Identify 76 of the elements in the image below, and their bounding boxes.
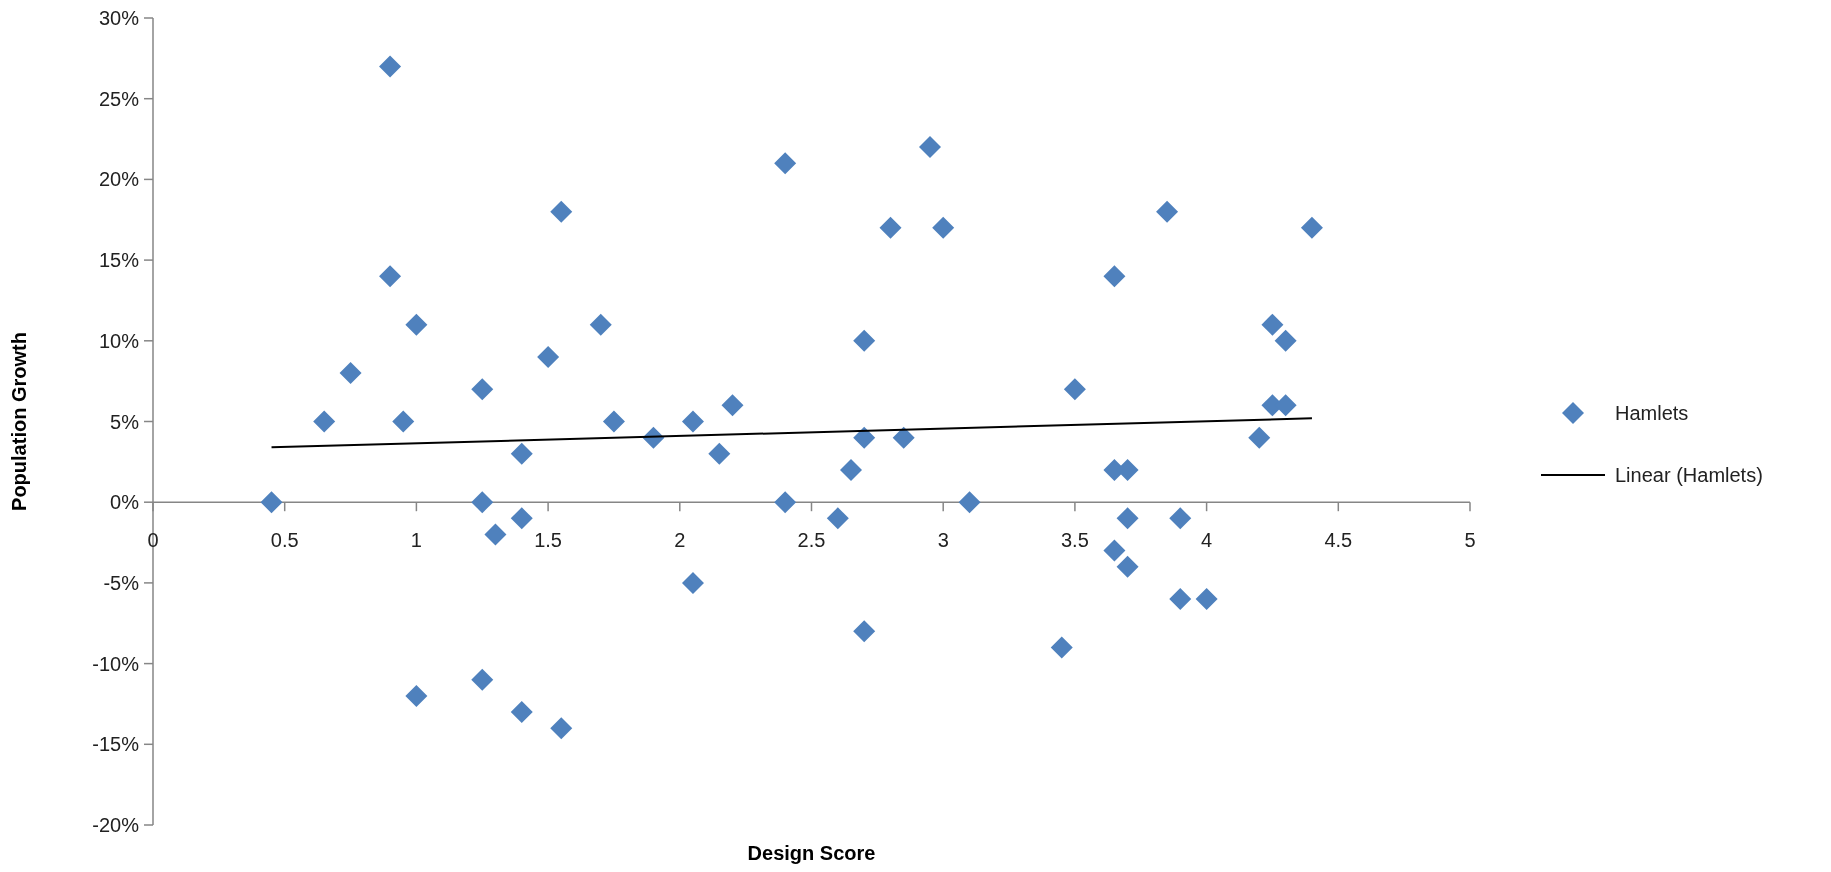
point bbox=[1169, 588, 1192, 611]
point bbox=[721, 394, 744, 417]
x-tick-label: 4.5 bbox=[1324, 529, 1353, 552]
point bbox=[932, 216, 955, 239]
point bbox=[537, 345, 560, 368]
point bbox=[853, 329, 876, 352]
y-tick-label: 15% bbox=[98, 249, 140, 272]
y-tick-label: 10% bbox=[98, 329, 140, 352]
x-tick-label: 2 bbox=[674, 529, 686, 552]
point bbox=[313, 410, 336, 433]
point bbox=[392, 410, 415, 433]
point bbox=[1063, 378, 1086, 401]
x-tick-label: 1.5 bbox=[534, 529, 563, 552]
x-axis-title: Design Score bbox=[747, 842, 876, 864]
point bbox=[1103, 539, 1126, 562]
y-tick-label: -20% bbox=[92, 814, 140, 836]
x-tick-label: 3.5 bbox=[1060, 529, 1089, 552]
x-tick-label: 1 bbox=[410, 529, 422, 552]
point bbox=[379, 55, 402, 78]
point bbox=[708, 442, 731, 465]
point bbox=[471, 378, 494, 401]
x-tick-label: 0 bbox=[147, 529, 159, 552]
point bbox=[681, 410, 704, 433]
point bbox=[260, 491, 283, 514]
point bbox=[1300, 216, 1323, 239]
point bbox=[826, 507, 849, 530]
point bbox=[550, 200, 573, 223]
point bbox=[550, 717, 573, 740]
x-tick-label: 4 bbox=[1201, 529, 1213, 552]
point bbox=[1116, 507, 1139, 530]
point bbox=[484, 523, 507, 546]
point bbox=[1169, 507, 1192, 530]
x-tick-label: 0.5 bbox=[270, 529, 299, 552]
point bbox=[1116, 555, 1139, 578]
point bbox=[853, 620, 876, 643]
point bbox=[405, 684, 428, 707]
legend-label: Hamlets bbox=[1615, 402, 1689, 424]
y-axis-title: Population Growth bbox=[8, 332, 30, 511]
point bbox=[589, 313, 612, 336]
point bbox=[879, 216, 902, 239]
point bbox=[510, 507, 533, 530]
point bbox=[339, 362, 362, 385]
point bbox=[774, 491, 797, 514]
y-tick-label: 5% bbox=[110, 410, 140, 433]
y-tick-label: 25% bbox=[98, 87, 140, 110]
point bbox=[379, 265, 402, 288]
point bbox=[1248, 426, 1271, 449]
point bbox=[840, 458, 863, 481]
y-tick-label: -5% bbox=[103, 571, 140, 594]
x-tick-label: 2.5 bbox=[797, 529, 826, 552]
point bbox=[774, 152, 797, 175]
point bbox=[681, 571, 704, 594]
x-tick-label: 5 bbox=[1464, 529, 1476, 552]
point bbox=[1103, 265, 1126, 288]
point bbox=[1261, 313, 1284, 336]
y-tick-label: -10% bbox=[92, 652, 140, 675]
point bbox=[853, 426, 876, 449]
point bbox=[405, 313, 428, 336]
y-tick-label: 20% bbox=[98, 168, 140, 191]
point bbox=[1274, 329, 1297, 352]
point bbox=[919, 136, 942, 159]
y-tick-label: -15% bbox=[92, 733, 140, 756]
y-tick-label: 30% bbox=[98, 7, 140, 29]
point bbox=[510, 701, 533, 724]
point bbox=[1050, 636, 1073, 659]
y-tick-label: 0% bbox=[110, 491, 140, 514]
point bbox=[958, 491, 981, 514]
point bbox=[1156, 200, 1179, 223]
x-tick-label: 3 bbox=[937, 529, 949, 552]
point bbox=[471, 491, 494, 514]
point bbox=[471, 668, 494, 691]
point bbox=[1195, 588, 1218, 611]
point bbox=[510, 442, 533, 465]
point bbox=[602, 410, 625, 433]
point bbox=[892, 426, 915, 449]
legend-label: Linear (Hamlets) bbox=[1615, 464, 1763, 486]
